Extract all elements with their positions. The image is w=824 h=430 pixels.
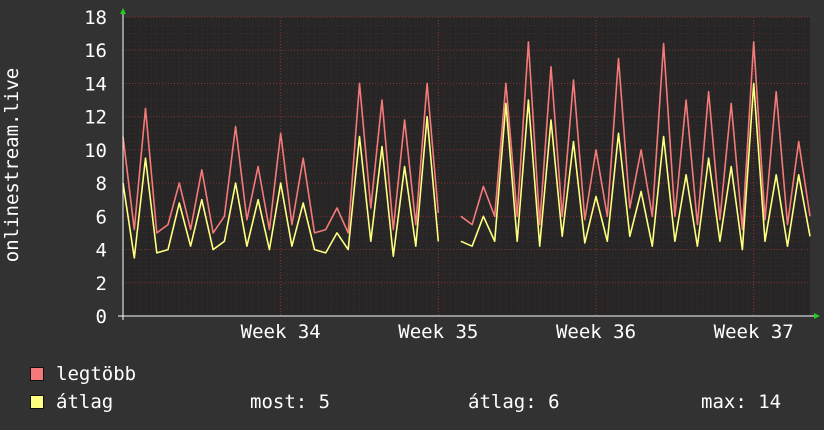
legtobb-label: legtöbb xyxy=(56,363,137,385)
series-line-legtobb xyxy=(122,82,440,234)
legend-item-atlag: átlag xyxy=(30,391,113,413)
y-axis-arrow xyxy=(120,8,126,14)
y-tick-label: 6 xyxy=(96,206,107,228)
x-axis-arrow xyxy=(814,313,820,319)
y-tick-label: 8 xyxy=(96,173,107,195)
atlag-label: átlag xyxy=(56,391,114,413)
grid xyxy=(122,16,811,317)
legtobb-swatch xyxy=(30,367,44,381)
y-tick-label: 0 xyxy=(96,306,107,328)
x-tick-label: Week 36 xyxy=(556,321,636,343)
y-tick-label: 2 xyxy=(96,273,107,295)
x-tick-labels: Week 34 Week 35 Week 36 Week 37 xyxy=(241,321,794,343)
stat-atlag: átlag: 6 xyxy=(468,391,560,413)
x-tick-label: Week 35 xyxy=(398,321,478,343)
y-tick-label: 18 xyxy=(84,7,107,29)
stat-max: max: 14 xyxy=(701,391,782,413)
y-tick-label: 4 xyxy=(96,240,107,262)
y-tick-label: 14 xyxy=(84,73,107,95)
y-tick-labels: 0 2 4 6 8 10 12 14 16 18 xyxy=(84,7,107,328)
y-tick-label: 10 xyxy=(84,140,107,162)
atlag-swatch xyxy=(30,395,44,409)
x-tick-label: Week 37 xyxy=(714,321,794,343)
series-layer xyxy=(122,41,811,259)
y-tick-label: 12 xyxy=(84,107,107,129)
series-line-atlag xyxy=(460,82,811,251)
stat-most: most: 5 xyxy=(250,391,331,413)
series-line-atlag xyxy=(122,115,440,259)
y-tick-label: 16 xyxy=(84,40,107,62)
legend-item-legtobb: legtöbb xyxy=(30,363,136,385)
y-axis-label: onlinestream.live xyxy=(1,68,23,262)
series-line-legtobb xyxy=(460,41,811,231)
x-tick-label: Week 34 xyxy=(241,321,321,343)
